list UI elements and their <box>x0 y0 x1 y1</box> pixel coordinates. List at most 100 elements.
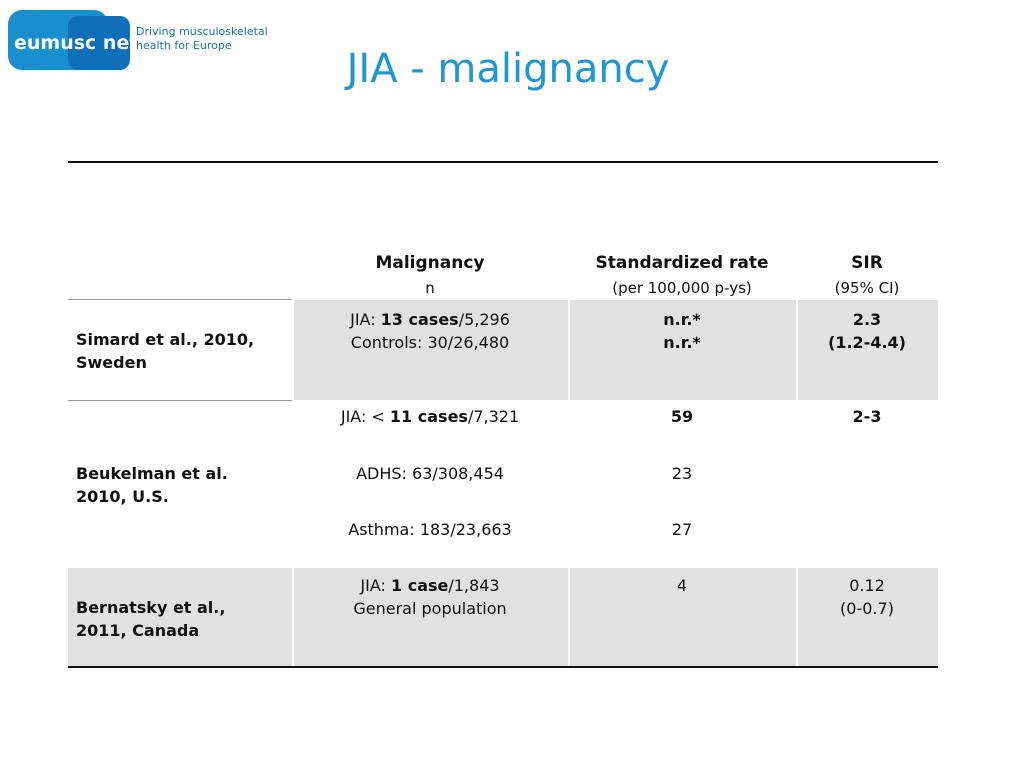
row-shade <box>292 300 938 400</box>
text: 0.12 <box>849 576 885 595</box>
rate-line: n.r.* <box>568 308 796 331</box>
header-sub: (95% CI) <box>796 277 938 300</box>
text: n.r.* <box>663 310 701 329</box>
logo-tagline: health for Europe <box>136 39 232 52</box>
rule <box>68 400 292 401</box>
text: (95% CI) <box>834 279 900 297</box>
text: n <box>425 279 435 297</box>
header-title: Malignancy <box>292 252 568 275</box>
study-line: Beukelman et al. <box>76 462 292 485</box>
text: 4 <box>676 576 688 595</box>
text: 1 case <box>391 576 449 595</box>
n-cell: JIA: 13 cases/5,296 Controls: 30/26,480 <box>292 308 568 354</box>
text: 2.3 <box>852 310 882 329</box>
text: n.r.* <box>663 333 701 352</box>
column-rule <box>568 568 570 667</box>
text: Standardized rate <box>595 253 769 273</box>
text: ADHS: 63/308,454 <box>356 464 504 483</box>
rate-cell: 23 <box>568 462 796 485</box>
rate-line: 4 <box>568 574 796 597</box>
text: Malignancy <box>375 253 485 273</box>
sir-cell: 2-3 <box>796 405 938 428</box>
rate-line: n.r.* <box>568 331 796 354</box>
text: 13 cases <box>380 310 459 329</box>
column-rule <box>568 300 570 400</box>
text: Asthma: 183/23,663 <box>348 520 512 539</box>
text: 2011, Canada <box>76 621 200 640</box>
logo-brand: eumusc net <box>14 32 139 54</box>
rate-cell: 4 <box>568 574 796 597</box>
header-title: Standardized rate <box>568 252 796 275</box>
study-line: Simard et al., 2010, <box>76 328 292 351</box>
n-line: ADHS: 63/308,454 <box>292 462 568 485</box>
column-rule <box>292 568 294 667</box>
row-shade <box>68 568 938 667</box>
column-rule <box>796 300 798 400</box>
header-title: SIR <box>796 252 938 275</box>
text: JIA: < <box>340 407 390 426</box>
study: Bernatsky et al., 2011, Canada <box>76 596 292 642</box>
text: /1,843 <box>448 576 500 595</box>
top-rule <box>68 161 938 163</box>
text: 2-3 <box>852 407 882 426</box>
study-line: 2010, U.S. <box>76 485 292 508</box>
n-line: Controls: 30/26,480 <box>292 331 568 354</box>
n-cell: JIA: 1 case/1,843 General population <box>292 574 568 620</box>
slide-title: JIA - malignancy <box>346 46 670 92</box>
text: 23 <box>671 464 693 483</box>
logo-tagline: Driving musculoskeletal <box>136 25 268 38</box>
rate-cell: 27 <box>568 518 796 541</box>
sir-line: 0.12 <box>796 574 938 597</box>
text: 11 cases <box>389 407 468 426</box>
study: Beukelman et al. 2010, U.S. <box>76 462 292 508</box>
n-line: JIA: < 11 cases/7,321 <box>292 405 568 428</box>
rate-cell: n.r.* n.r.* <box>568 308 796 354</box>
study-line: 2011, Canada <box>76 619 292 642</box>
text: General population <box>353 599 507 618</box>
text: (0-0.7) <box>840 599 894 618</box>
header-sub: n <box>292 277 568 300</box>
n-cell: JIA: < 11 cases/7,321 <box>292 405 568 428</box>
study: Simard et al., 2010, Sweden <box>76 328 292 374</box>
sir-cell: 2.3 (1.2-4.4) <box>796 308 938 354</box>
column-rule <box>796 568 798 667</box>
header-sub: (per 100,000 p-ys) <box>568 277 796 300</box>
text: 2010, U.S. <box>76 487 169 506</box>
rate-line: 59 <box>568 405 796 428</box>
sir-line: (1.2-4.4) <box>796 331 938 354</box>
logo: eumusc net <box>8 10 138 70</box>
text: Controls: 30/26,480 <box>350 333 510 352</box>
sir-line: (0-0.7) <box>796 597 938 620</box>
text: Beukelman et al. <box>76 464 228 483</box>
rate-cell: 59 <box>568 405 796 428</box>
n-cell: ADHS: 63/308,454 <box>292 462 568 485</box>
text: Simard et al., 2010, <box>76 330 255 349</box>
study-line: Sweden <box>76 351 292 374</box>
rate-line: 27 <box>568 518 796 541</box>
text: Sweden <box>76 353 147 372</box>
text: JIA: <box>360 576 391 595</box>
text: SIR <box>851 253 883 273</box>
column-rule <box>292 300 294 400</box>
n-cell: Asthma: 183/23,663 <box>292 518 568 541</box>
text: /7,321 <box>467 407 520 426</box>
text: Bernatsky et al., <box>76 598 226 617</box>
text: 27 <box>671 520 693 539</box>
sir-cell: 0.12 (0-0.7) <box>796 574 938 620</box>
text: (per 100,000 p-ys) <box>612 279 752 297</box>
n-line: JIA: 13 cases/5,296 <box>292 308 568 331</box>
n-line: JIA: 1 case/1,843 <box>292 574 568 597</box>
n-line: Asthma: 183/23,663 <box>292 518 568 541</box>
n-line: General population <box>292 597 568 620</box>
rate-line: 23 <box>568 462 796 485</box>
study-line: Bernatsky et al., <box>76 596 292 619</box>
text: JIA: <box>350 310 381 329</box>
text: 59 <box>670 407 694 426</box>
bottom-rule <box>68 666 938 668</box>
text: /5,296 <box>458 310 510 329</box>
rule <box>68 299 292 300</box>
sir-line: 2.3 <box>796 308 938 331</box>
sir-line: 2-3 <box>796 405 938 428</box>
